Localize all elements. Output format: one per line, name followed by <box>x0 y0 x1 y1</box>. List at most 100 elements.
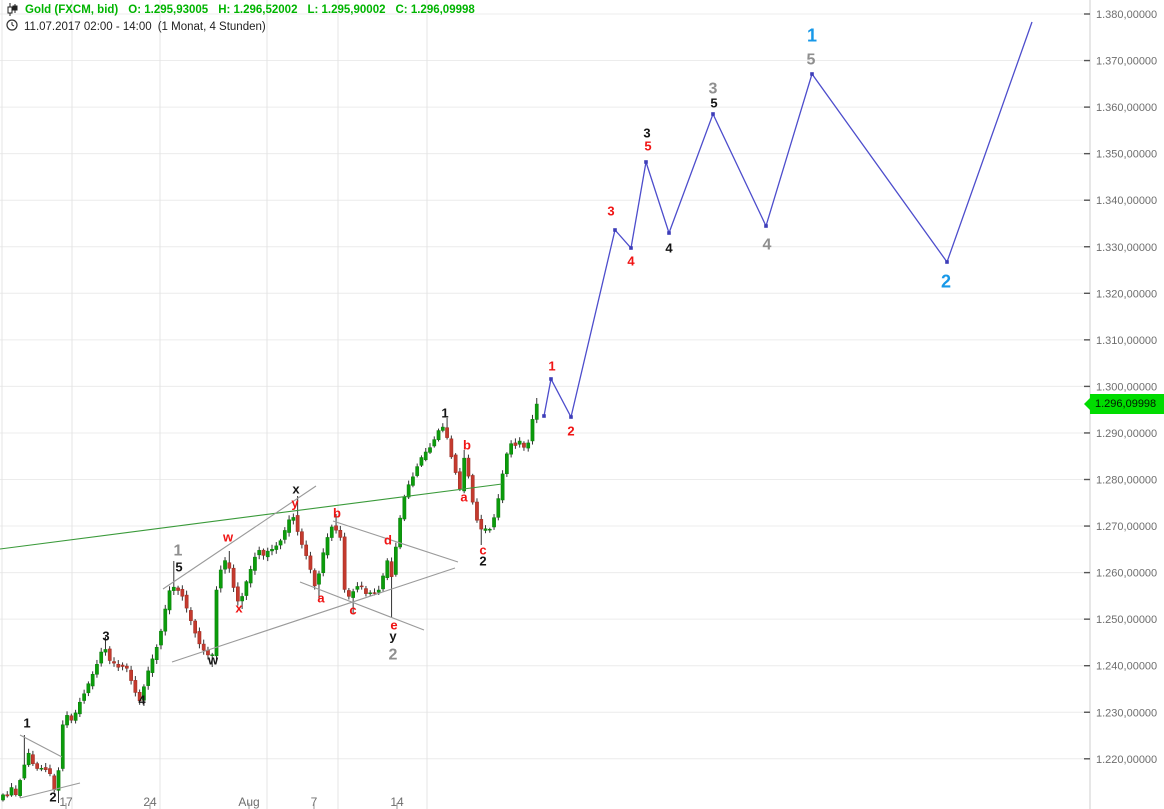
candle-down <box>197 631 202 645</box>
wave-label-gray: 1 <box>174 543 183 560</box>
candle-up <box>440 426 445 431</box>
projection-vertex-dot <box>613 228 617 232</box>
candle-up <box>329 526 334 538</box>
wave-label-black: 5 <box>710 96 717 111</box>
wave-label-red: 4 <box>627 254 635 269</box>
candle-up <box>411 476 415 486</box>
price-axis-label: 1.300,00000 <box>1096 381 1157 393</box>
candle-up <box>270 549 274 552</box>
trendline-layer <box>0 483 503 799</box>
price-axis-label: 1.240,00000 <box>1096 661 1157 673</box>
candle-down <box>107 648 112 661</box>
projection-vertex-dot <box>542 414 546 418</box>
grid-layer <box>0 0 1090 809</box>
candle-up <box>214 589 219 657</box>
candle-up <box>517 440 522 445</box>
candle-up <box>146 670 151 686</box>
candle-down <box>180 589 185 597</box>
gray-trendline <box>171 567 456 663</box>
candle-down <box>466 457 471 477</box>
price-axis-label: 1.380,00000 <box>1096 9 1157 21</box>
wave-label-gray: 4 <box>763 237 772 254</box>
wave-label-black: x <box>292 482 300 497</box>
wave-label-red: 3 <box>607 204 614 219</box>
candle-down <box>300 531 304 545</box>
projection-polyline <box>543 21 1033 419</box>
candle-up <box>163 608 168 632</box>
candle-up <box>398 517 402 548</box>
candle-up <box>56 770 61 791</box>
candle-up <box>82 693 86 701</box>
candle-down <box>338 530 343 538</box>
candle-up <box>150 658 155 673</box>
wave-label-black: 4 <box>138 693 146 708</box>
candle-up <box>325 537 330 556</box>
candle-up <box>355 586 360 590</box>
candle-up <box>381 575 385 590</box>
candle-down <box>389 561 394 577</box>
wave-label-black: 1 <box>441 406 448 421</box>
candle-up <box>218 569 223 589</box>
price-axis-label: 1.220,00000 <box>1096 754 1157 766</box>
candle-down <box>513 442 518 446</box>
candle-down <box>227 562 232 569</box>
candle-up <box>18 780 22 796</box>
projection-vertex-dot <box>711 112 715 116</box>
candle-up <box>423 451 428 460</box>
candle-up <box>500 473 505 501</box>
candle-up <box>26 752 31 766</box>
candle-up <box>492 517 496 528</box>
candle-up <box>73 712 78 721</box>
candle-up <box>274 545 279 550</box>
candle-up <box>376 589 381 593</box>
wave-label-black: 4 <box>665 241 673 256</box>
candle-up <box>530 419 535 442</box>
candle-up <box>171 586 176 591</box>
wave-label-red: e <box>390 618 397 633</box>
candle-up <box>483 528 488 531</box>
gray-trendline <box>162 485 317 590</box>
candle-down <box>133 680 138 693</box>
candle-down <box>372 592 377 594</box>
price-axis-label: 1.230,00000 <box>1096 707 1157 719</box>
candle-up <box>436 430 441 441</box>
ohlc-close: C: 1.296,09998 <box>395 3 475 16</box>
datetime-range: 11.07.2017 02:00 - 14:00 <box>24 20 152 33</box>
candle-up <box>154 647 159 660</box>
wave-label-red: b <box>333 506 341 521</box>
candle-up <box>39 768 44 770</box>
candle-up <box>385 560 390 578</box>
wave-label-red: b <box>463 438 471 453</box>
price-axis-label: 1.370,00000 <box>1096 56 1157 68</box>
price-axis-label: 1.340,00000 <box>1096 195 1157 207</box>
price-axis-label: 1.270,00000 <box>1096 521 1157 533</box>
candle-down <box>48 768 52 774</box>
candle-up <box>351 591 355 598</box>
candle-down <box>189 610 193 621</box>
candle-up <box>393 546 398 575</box>
candle-up <box>22 764 27 779</box>
instrument-name: Gold (FXCM, bid) <box>25 3 119 16</box>
gray-trendline <box>19 782 81 799</box>
wave-label-black: 3 <box>102 629 109 644</box>
candle-up <box>487 528 492 531</box>
candle-down <box>43 767 48 770</box>
candle-down <box>304 544 309 556</box>
candle-down <box>522 442 526 448</box>
projection-vertex-dot <box>764 224 768 228</box>
candle-up <box>223 560 227 570</box>
candle-up <box>240 596 244 602</box>
candle-up <box>317 573 321 585</box>
gray-trendline <box>19 734 63 758</box>
wave-label-gray: 2 <box>389 647 398 664</box>
date-axis-label: 24 <box>143 795 157 809</box>
price-axis-label: 1.360,00000 <box>1096 102 1157 114</box>
candle-up <box>287 519 291 533</box>
candle-down <box>52 775 57 791</box>
wave-label-black: 3 <box>643 126 650 141</box>
wave-label-red: x <box>235 601 243 616</box>
candle-down <box>470 475 475 503</box>
